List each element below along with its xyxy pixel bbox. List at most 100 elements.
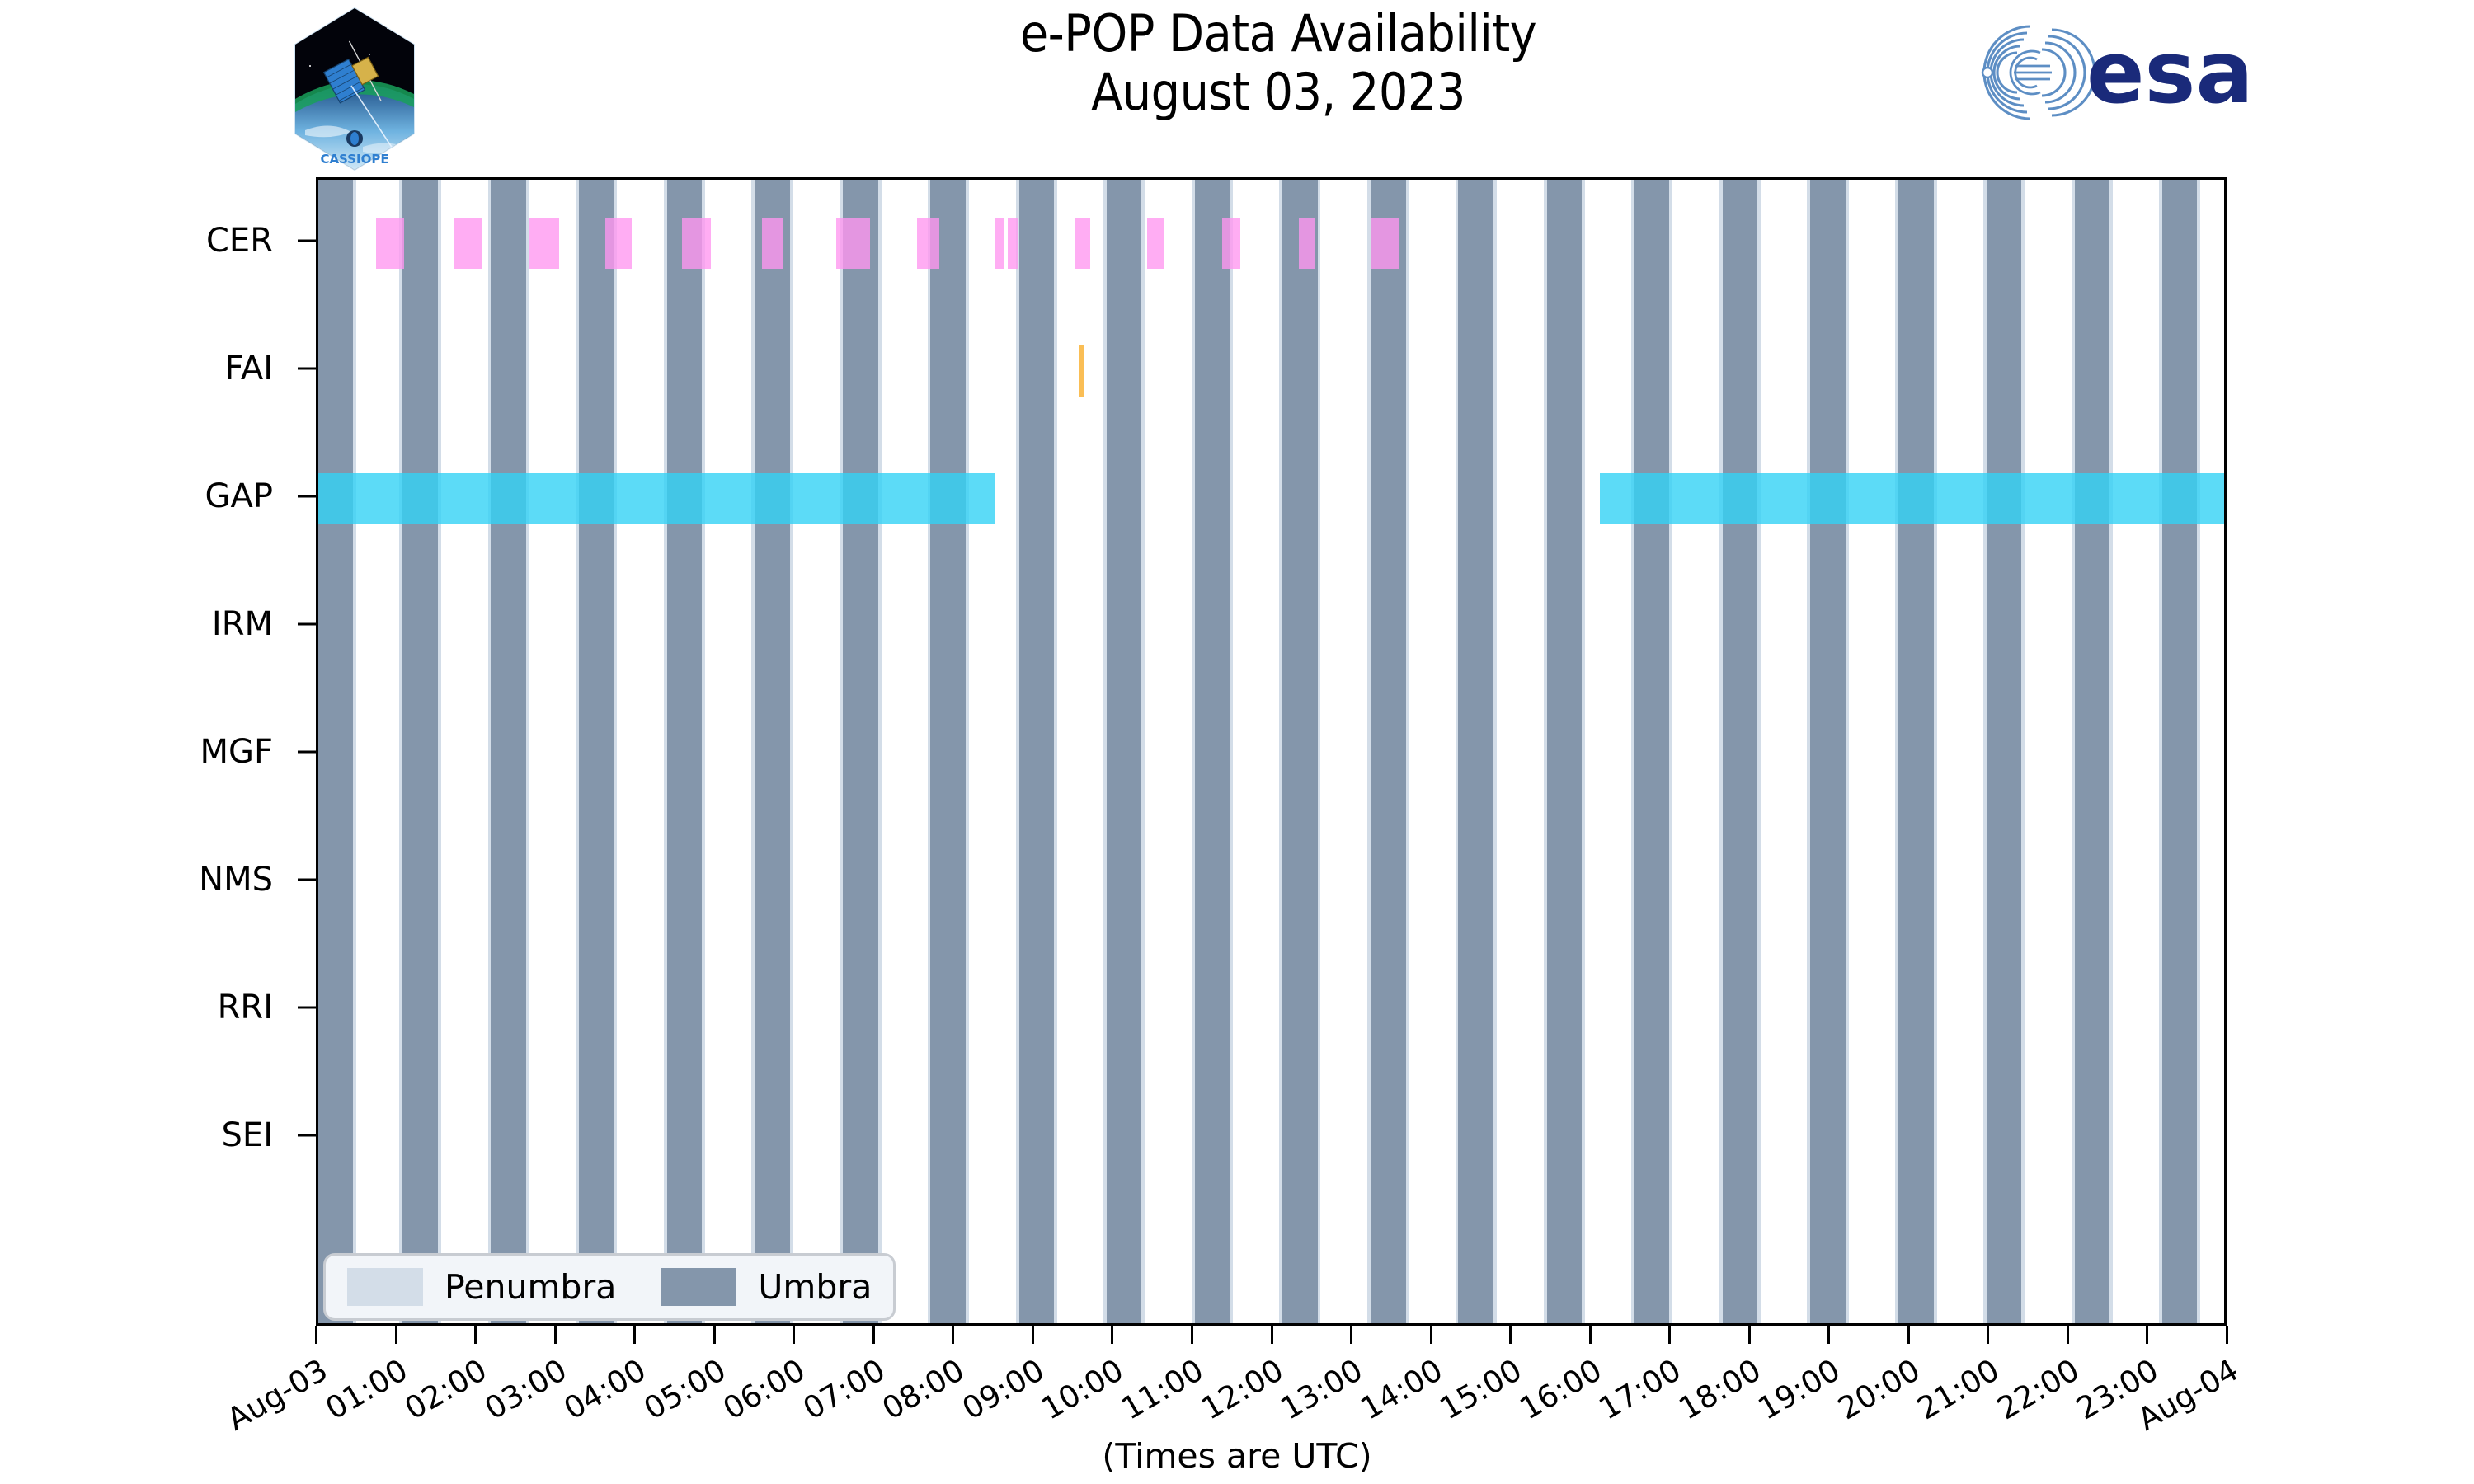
x-tick-mark [633,1326,637,1344]
x-tick-mark [1429,1326,1432,1344]
y-tick-mark [298,495,316,498]
x-tick-mark [2066,1326,2069,1344]
data-bar-cer [1075,218,1091,269]
umbra-band [1371,180,1406,1323]
data-bar-cer [916,218,940,269]
x-tick-mark [1827,1326,1831,1344]
umbra-band [755,180,790,1323]
data-bar-gap [318,473,995,524]
data-bar-cer [682,218,711,269]
y-tick-label-gap: GAP [205,477,273,515]
page-title: e-POP Data Availability [1019,3,1537,63]
y-tick-mark [298,239,316,242]
plot-canvas [318,180,2224,1323]
x-tick-mark [1509,1326,1512,1344]
y-tick-label-mgf: MGF [200,733,273,771]
y-axis: CER FAI GAP IRM MGF NMS RRI SEI [0,177,316,1326]
umbra-band [666,180,703,1323]
x-tick-mark [1668,1326,1672,1344]
data-bar-cer [1299,218,1315,269]
y-tick-label-fai: FAI [224,350,274,387]
umbra-band [578,180,614,1323]
x-tick-mark [1907,1326,1910,1344]
umbra-band [402,180,438,1323]
page-subtitle: August 03, 2023 [1091,61,1465,122]
umbra-band [843,180,878,1323]
umbra-band [1986,180,2022,1323]
data-bar-cer [375,218,405,269]
y-tick-mark [298,878,316,881]
esa-logo: esa [1954,15,2317,130]
data-bar-cer [994,218,1005,269]
x-tick-mark [315,1326,317,1344]
cassiope-logo: CASSIOPE [272,7,437,171]
data-bar-cer [529,218,559,269]
x-tick-mark [1987,1326,1990,1344]
y-tick-mark [298,1134,316,1137]
x-tick-mark [872,1326,875,1344]
x-tick-mark [394,1326,397,1344]
umbra-band [1018,180,1055,1323]
y-tick-label-irm: IRM [211,605,273,643]
umbra-band [318,180,354,1323]
x-tick-mark [1350,1326,1353,1344]
umbra-band [2161,180,2198,1323]
data-bar-cer [454,218,482,269]
x-tick-mark [793,1326,796,1344]
page-header: CASSIOPE e-POP Data Availability August … [0,0,2474,177]
x-axis-label: (Times are UTC) [1102,1436,1372,1476]
x-tick-mark [2226,1326,2228,1344]
legend-label: Umbra [758,1267,872,1307]
data-bar-cer [1221,218,1240,269]
y-tick-label-nms: NMS [199,861,273,899]
data-bar-cer [835,218,871,269]
umbra-band [1458,180,1493,1323]
umbra-band [930,180,966,1323]
data-bar-cer [761,218,783,269]
umbra-band [491,180,526,1323]
y-tick-label-sei: SEI [221,1116,273,1154]
x-tick-mark [1270,1326,1273,1344]
x-tick-mark [952,1326,955,1344]
data-bar-fai [1078,345,1084,397]
legend-swatch-umbra [661,1268,737,1306]
y-tick-mark [298,367,316,370]
data-bar-cer [1371,218,1400,269]
x-tick-mark [1031,1326,1034,1344]
y-tick-mark [298,622,316,626]
legend-item-umbra: Umbra [661,1267,872,1307]
y-tick-label-cer: CER [206,222,273,260]
x-tick-mark [713,1326,716,1344]
data-bar-gap [1600,473,2224,524]
data-bar-cer [604,218,633,269]
y-tick-mark [298,1006,316,1009]
esa-wordmark: esa [2086,22,2254,123]
y-tick-mark [298,750,316,754]
legend-item-penumbra: Penumbra [347,1267,616,1307]
umbra-band [2074,180,2110,1323]
title-block: e-POP Data Availability August 03, 2023 [742,3,1814,122]
legend-label: Penumbra [444,1267,617,1307]
umbra-band [1810,180,1846,1323]
legend: Penumbra Umbra [323,1253,896,1321]
plot-area [316,177,2227,1326]
x-tick-mark [553,1326,557,1344]
x-tick-mark [2146,1326,2149,1344]
x-tick-mark [1588,1326,1592,1344]
data-bar-cer [1008,218,1018,269]
umbra-band [1546,180,1583,1323]
umbra-band [1194,180,1230,1323]
y-tick-label-rri: RRI [217,989,273,1026]
x-tick-mark [1111,1326,1114,1344]
x-tick-mark [1190,1326,1193,1344]
cassiope-logo-caption: CASSIOPE [320,152,388,167]
umbra-band [1106,180,1142,1323]
legend-swatch-penumbra [347,1268,423,1306]
umbra-band [1898,180,1934,1323]
x-tick-mark [1747,1326,1751,1344]
x-tick-mark [474,1326,477,1344]
umbra-band [1282,180,1318,1323]
umbra-band [1634,180,1670,1323]
umbra-band [1722,180,1758,1323]
data-bar-cer [1146,218,1164,269]
